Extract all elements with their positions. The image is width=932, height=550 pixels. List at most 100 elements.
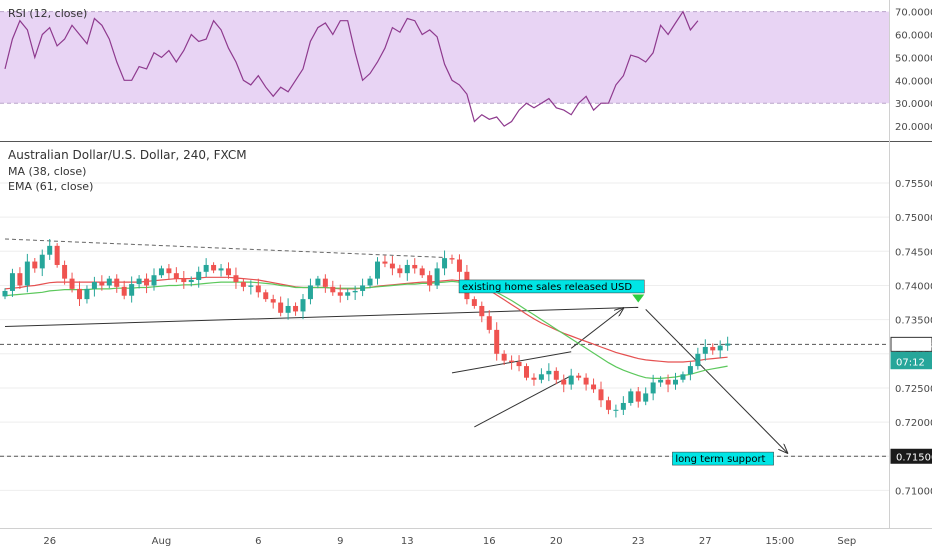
candle-body [687, 366, 693, 375]
candle-body [412, 264, 418, 269]
candle-body [673, 379, 678, 385]
candle-body [375, 261, 380, 279]
price-tag-label: 0.73138 [896, 340, 932, 351]
annotation-text: existing home sales released USD [462, 282, 632, 293]
price-grid [0, 182, 889, 491]
candle-body [91, 282, 97, 289]
candle-body [509, 360, 515, 362]
price-pane: existing home sales released USD long ter… [0, 148, 932, 497]
time-tick-label: 26 [43, 536, 56, 547]
candle-body [263, 292, 269, 300]
candle-body [345, 292, 351, 296]
candle-body [173, 273, 179, 279]
trendline [4, 238, 445, 258]
candle-body [337, 292, 343, 296]
candle-body [658, 379, 664, 383]
candle-body [404, 264, 410, 274]
rsi-pane: RSI (12, close) 20.0000 30.0000 40.0000 50.… [0, 7, 932, 133]
ema-legend: EMA (61, close) [8, 180, 93, 193]
candle-body [583, 377, 589, 385]
candle-body [330, 286, 336, 293]
candle-body [181, 278, 187, 283]
candle-body [240, 282, 246, 287]
price-tag [890, 336, 932, 352]
candle-body [538, 374, 544, 380]
candle-body [278, 302, 284, 313]
annotations: existing home sales released USD long ter… [458, 279, 774, 466]
price-tag-label: 0.71500 [896, 452, 932, 463]
candle-body [24, 261, 30, 286]
candle-body [166, 268, 172, 274]
time-tick-label: Sep [837, 536, 856, 547]
ema-line [4, 280, 728, 379]
candle-body [598, 389, 604, 401]
candle-body [114, 278, 120, 287]
candle-body [151, 275, 157, 286]
candle-body [456, 259, 462, 272]
candle-body [382, 261, 388, 264]
candle-body [605, 400, 611, 410]
candle-body [196, 271, 202, 281]
candle-body [434, 268, 440, 286]
time-tick-label: 6 [255, 536, 261, 547]
candle-body [285, 305, 291, 313]
candle-body [524, 366, 529, 378]
candle-body [322, 278, 328, 287]
price-tag [890, 354, 932, 370]
candle-body [516, 361, 522, 367]
horizontal-lines [0, 343, 889, 457]
candle-body [39, 254, 45, 269]
price-title: Australian Dollar/U.S. Dollar, 240, FXCM [8, 148, 247, 162]
candle-body [419, 268, 425, 276]
trendline [474, 375, 572, 428]
candle-body [628, 391, 634, 403]
candle-body [665, 379, 671, 385]
candle-body [486, 316, 492, 330]
candle-body [568, 375, 574, 385]
trendline [4, 306, 639, 327]
candle-body [226, 268, 231, 276]
candle-body [77, 288, 82, 300]
candle-body [121, 286, 127, 296]
candle-body [136, 278, 142, 285]
candle-body [248, 285, 254, 287]
candle-body [702, 346, 708, 354]
time-tick-label: Aug [152, 536, 172, 547]
candle-body [293, 305, 299, 312]
price-tags: 0.731380.7311807:120.71500 [890, 336, 932, 464]
candle-body [300, 299, 306, 312]
candle-body [479, 305, 485, 317]
rsi-tick-label: 50.0000 [895, 53, 932, 64]
candle-body [255, 285, 261, 293]
candle-body [680, 374, 686, 380]
candle-body [650, 382, 656, 394]
candle-body [129, 284, 135, 296]
candle-body [367, 278, 373, 286]
rsi-line [4, 10, 699, 127]
rsi-tick-label: 70.0000 [895, 8, 932, 19]
candle-body [725, 343, 731, 346]
candle-body [9, 273, 15, 291]
candle-body [389, 263, 395, 269]
candle-body [546, 370, 552, 375]
rsi-tick-label: 40.0000 [895, 76, 932, 87]
candle-body [17, 273, 23, 286]
candle-body [531, 377, 537, 380]
candle-body [218, 268, 224, 271]
candle-body [471, 299, 477, 306]
candle-body [47, 245, 53, 255]
candle-body [501, 353, 507, 361]
projection-arrow [570, 308, 623, 349]
candle-body [106, 278, 112, 286]
candle-body [635, 391, 641, 402]
candle-body [442, 258, 448, 269]
candle-body [69, 278, 75, 289]
rsi-tick-label: 20.0000 [895, 122, 932, 133]
candle-body [643, 393, 649, 402]
rsi-band [0, 11, 889, 104]
